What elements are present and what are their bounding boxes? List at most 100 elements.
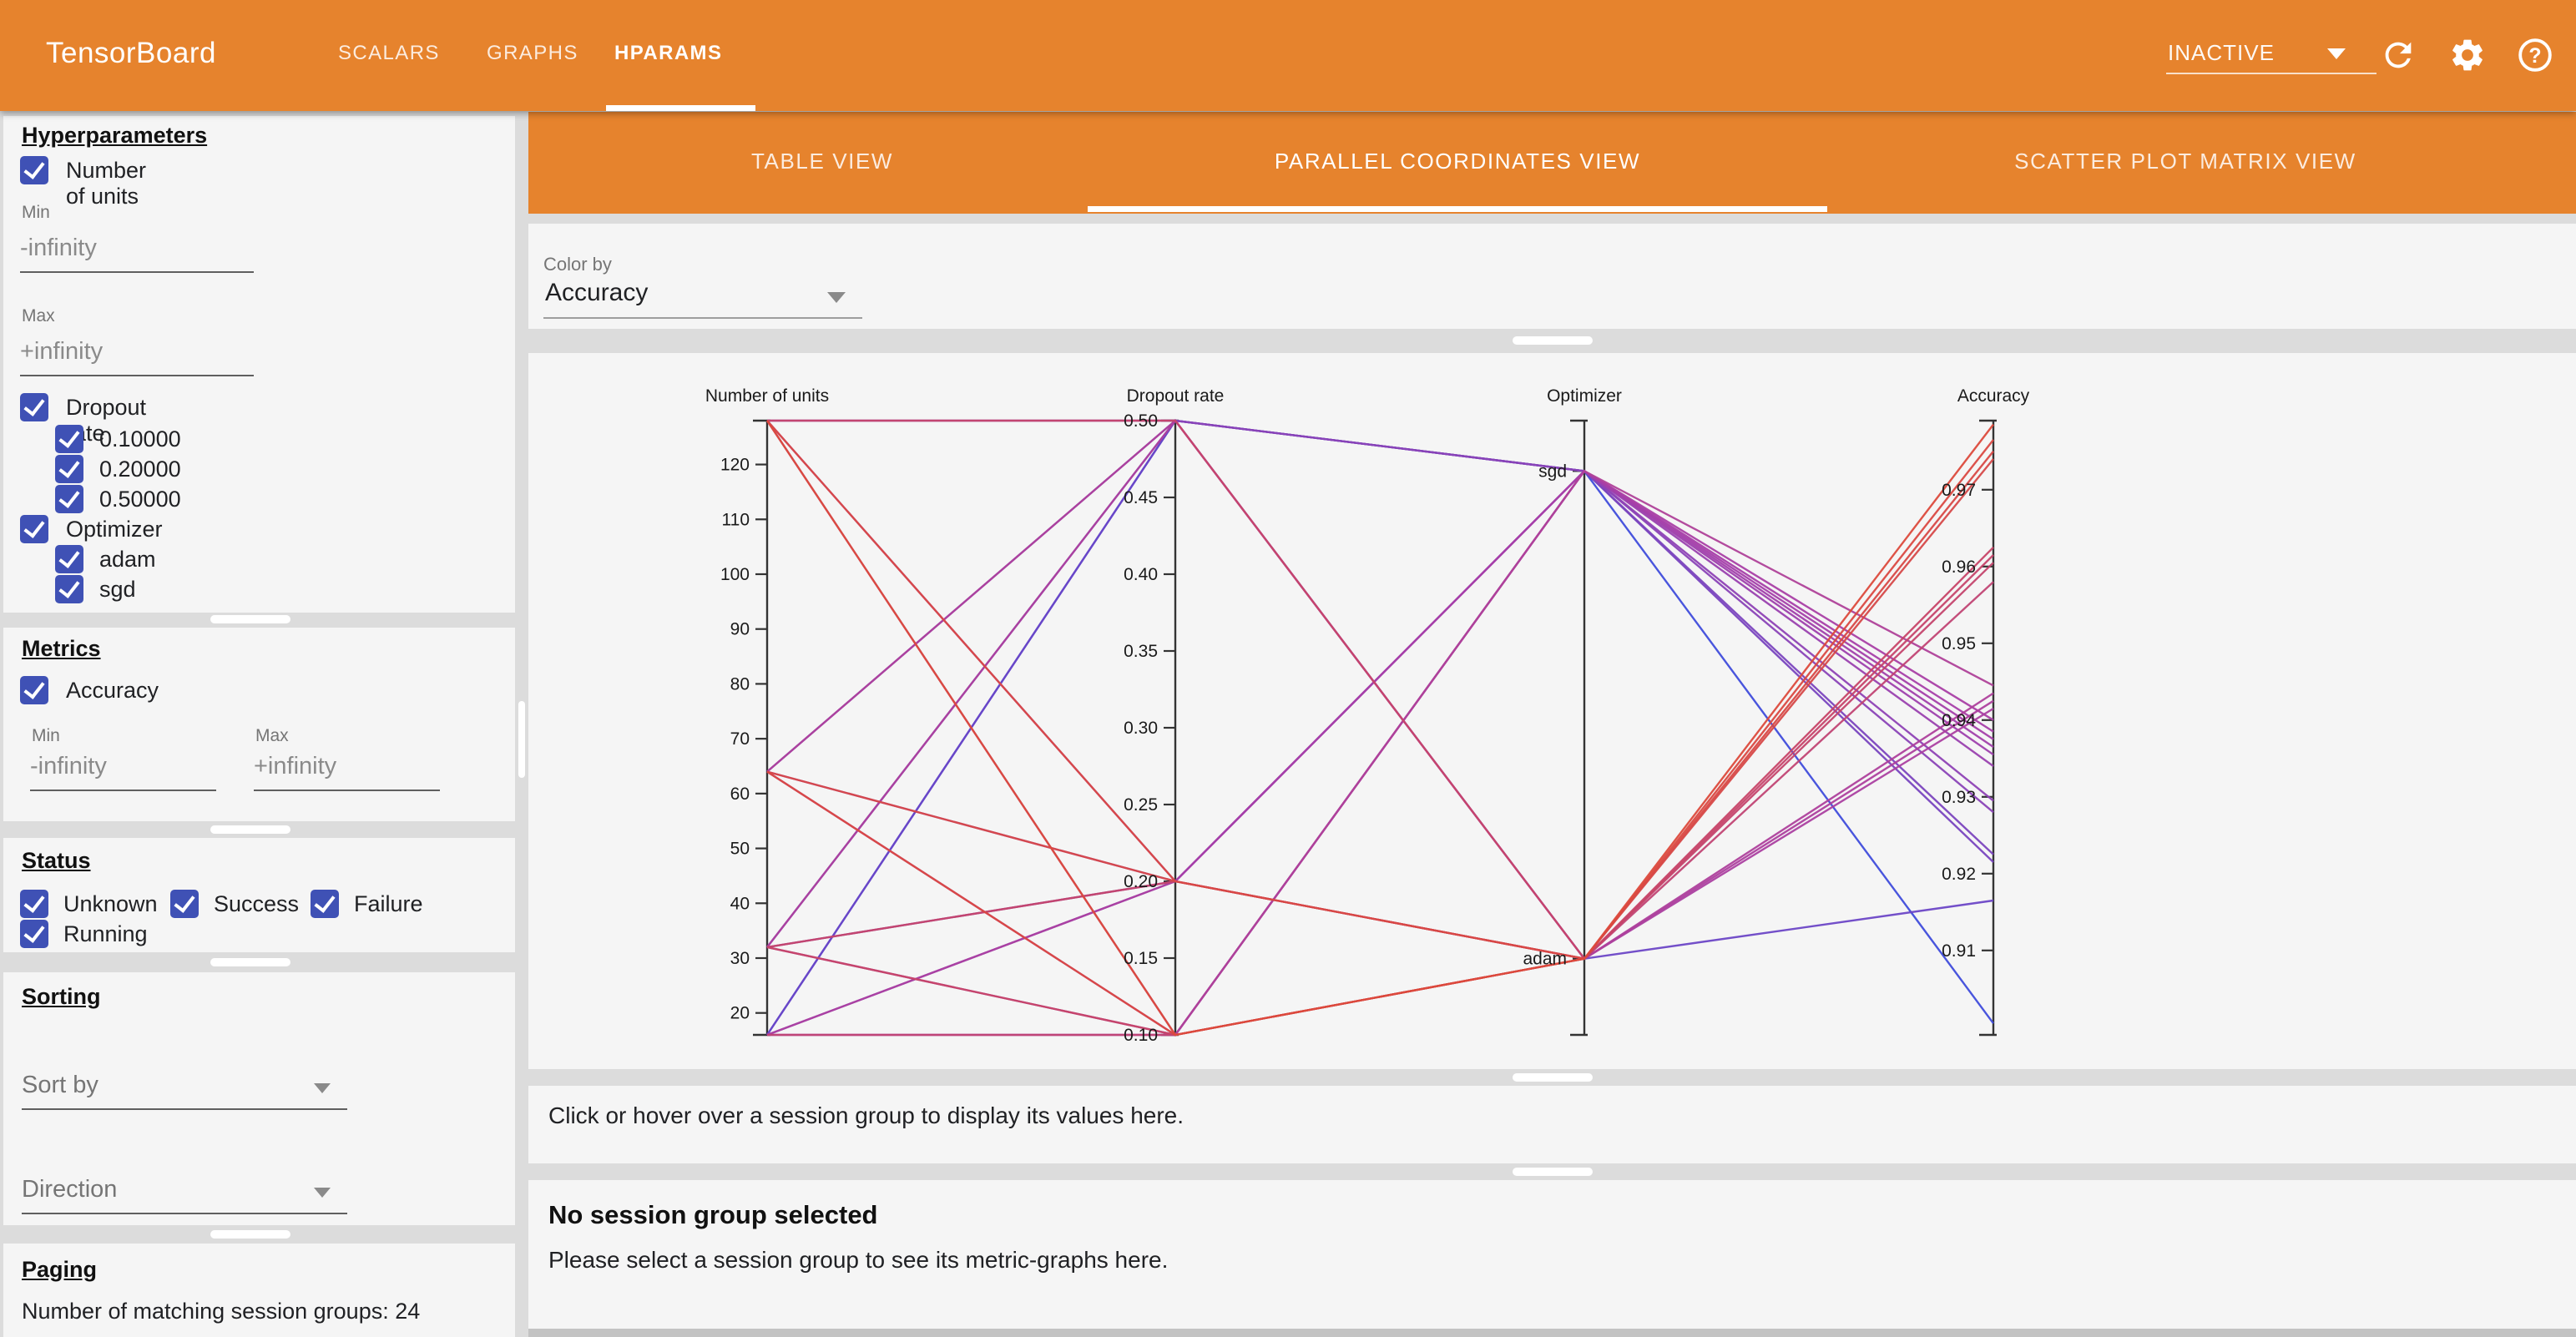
direction-select[interactable]: Direction	[3, 1173, 515, 1214]
svg-text:0.94: 0.94	[1942, 711, 1976, 730]
tab-parallel-coordinates-view[interactable]: PARALLEL COORDINATES VIEW	[1274, 149, 1641, 174]
checkbox-icon[interactable]	[55, 485, 83, 513]
nav-tab-scalars[interactable]: SCALARS	[338, 42, 440, 64]
checkbox-icon[interactable]	[55, 425, 83, 453]
svg-text:110: 110	[722, 510, 750, 529]
session-group-line	[766, 419, 1994, 855]
svg-text:0.96: 0.96	[1942, 558, 1976, 577]
pane-splitter-handle[interactable]	[518, 701, 525, 778]
chevron-down-icon	[314, 1083, 331, 1093]
svg-text:0.93: 0.93	[1942, 788, 1976, 807]
svg-text:Dropout rate: Dropout rate	[1127, 386, 1225, 406]
checkbox-icon[interactable]	[55, 455, 83, 483]
metrics-title: Metrics	[22, 636, 101, 661]
checkbox-icon[interactable]	[170, 890, 199, 918]
sidebar-splitter-handle[interactable]	[210, 615, 290, 623]
chevron-down-icon	[314, 1188, 331, 1198]
min-label: Min	[22, 203, 50, 222]
metric-graphs-panel: No session group selected Please select …	[528, 1180, 2576, 1337]
chevron-down-icon[interactable]	[2327, 48, 2346, 59]
checkbox-icon[interactable]	[20, 515, 48, 543]
svg-text:0.35: 0.35	[1124, 642, 1158, 661]
color-by-card: Color by Accuracy	[528, 224, 2576, 329]
nav-tab-hparams[interactable]: HPARAMS	[614, 42, 723, 64]
main-splitter-handle[interactable]	[1513, 336, 1593, 345]
sort-by-select[interactable]: Sort by	[3, 1068, 515, 1110]
active-view-tab-underline	[1088, 206, 1827, 212]
metric-max-label: Max	[255, 726, 289, 745]
app-title: TensorBoard	[46, 37, 216, 69]
svg-text:0.45: 0.45	[1124, 488, 1158, 507]
svg-text:0.20: 0.20	[1124, 872, 1158, 891]
metric-min-underline	[30, 790, 216, 791]
svg-text:50: 50	[730, 840, 750, 859]
status-card: Status Unknown Success Failure Running	[3, 838, 515, 952]
svg-text:Number of units: Number of units	[705, 386, 829, 406]
checkbox-icon[interactable]	[55, 545, 83, 573]
color-by-label: Color by	[543, 254, 612, 275]
max-input-underline	[20, 375, 254, 376]
svg-text:30: 30	[730, 949, 750, 968]
gear-icon[interactable]	[2448, 36, 2487, 74]
svg-text:0.97: 0.97	[1942, 481, 1976, 500]
horizontal-scrollbar[interactable]	[528, 1329, 2576, 1337]
active-tab-underline	[606, 105, 755, 111]
status-title: Status	[22, 848, 91, 873]
min-input[interactable]: -infinity	[20, 235, 97, 261]
run-status-select[interactable]: INACTIVE	[2168, 40, 2275, 65]
min-input-underline	[20, 271, 254, 273]
svg-text:90: 90	[730, 620, 750, 639]
checkbox-icon[interactable]	[20, 393, 48, 421]
svg-text:0.15: 0.15	[1124, 949, 1158, 968]
max-input[interactable]: +infinity	[20, 338, 104, 365]
svg-text:60: 60	[730, 785, 750, 804]
view-tab-bar: TABLE VIEW PARALLEL COORDINATES VIEW SCA…	[528, 112, 2576, 214]
svg-text:0.25: 0.25	[1124, 795, 1158, 815]
checkbox-icon[interactable]	[20, 920, 48, 948]
max-label: Max	[22, 306, 55, 325]
svg-text:80: 80	[730, 674, 750, 694]
session-values-panel: Click or hover over a session group to d…	[528, 1086, 2576, 1163]
color-by-underline	[543, 317, 862, 319]
svg-text:0.10: 0.10	[1124, 1026, 1158, 1045]
tab-scatter-plot-matrix-view[interactable]: SCATTER PLOT MATRIX VIEW	[2014, 149, 2356, 174]
app-toolbar: TensorBoard SCALARS GRAPHS HPARAMS INACT…	[0, 0, 2576, 111]
sidebar-splitter-handle[interactable]	[210, 958, 290, 966]
parallel-coordinates-canvas[interactable]: Number of units 20 30 40 50 60 70 80 90 100 110 120…	[528, 353, 2576, 1069]
metrics-card: Metrics Accuracy Min -infinity Max +infi…	[3, 628, 515, 821]
svg-text:?: ?	[2528, 44, 2541, 68]
checkbox-icon[interactable]	[311, 890, 339, 918]
chevron-down-icon[interactable]	[827, 292, 846, 303]
main-splitter-handle[interactable]	[1513, 1073, 1593, 1082]
help-icon[interactable]: ?	[2516, 36, 2554, 74]
nav-tab-graphs[interactable]: GRAPHS	[487, 42, 578, 64]
svg-text:0.40: 0.40	[1124, 565, 1158, 584]
hyperparameters-title: Hyperparameters	[22, 123, 208, 148]
refresh-icon[interactable]	[2379, 36, 2417, 74]
svg-text:Optimizer: Optimizer	[1547, 386, 1622, 406]
metric-min-input[interactable]: -infinity	[30, 753, 107, 779]
svg-text:20: 20	[730, 1004, 750, 1023]
hyperparameters-card: Hyperparameters Number of units Min -inf…	[3, 116, 515, 613]
checkbox-icon[interactable]	[20, 676, 48, 704]
session-group-line	[766, 419, 1994, 1036]
main-splitter-handle[interactable]	[1513, 1168, 1593, 1176]
checkbox-icon[interactable]	[20, 156, 48, 184]
sorting-card: Sorting Sort by Direction	[3, 972, 515, 1225]
svg-text:0.50: 0.50	[1124, 411, 1158, 431]
color-by-select[interactable]: Accuracy	[545, 279, 649, 306]
svg-text:Accuracy: Accuracy	[1957, 386, 2030, 406]
metric-max-input[interactable]: +infinity	[254, 753, 337, 779]
session-group-line	[766, 546, 1994, 1037]
checkbox-icon[interactable]	[20, 890, 48, 918]
sidebar-splitter-handle[interactable]	[210, 1230, 290, 1239]
checkbox-icon[interactable]	[55, 575, 83, 603]
svg-text:40: 40	[730, 894, 750, 913]
session-group-line	[766, 418, 1994, 1036]
svg-text:sgd: sgd	[1538, 462, 1567, 481]
svg-text:70: 70	[730, 729, 750, 749]
session-group-line	[766, 420, 1994, 1037]
paging-title: Paging	[22, 1257, 98, 1282]
tab-table-view[interactable]: TABLE VIEW	[750, 149, 894, 174]
sidebar-splitter-handle[interactable]	[210, 825, 290, 834]
